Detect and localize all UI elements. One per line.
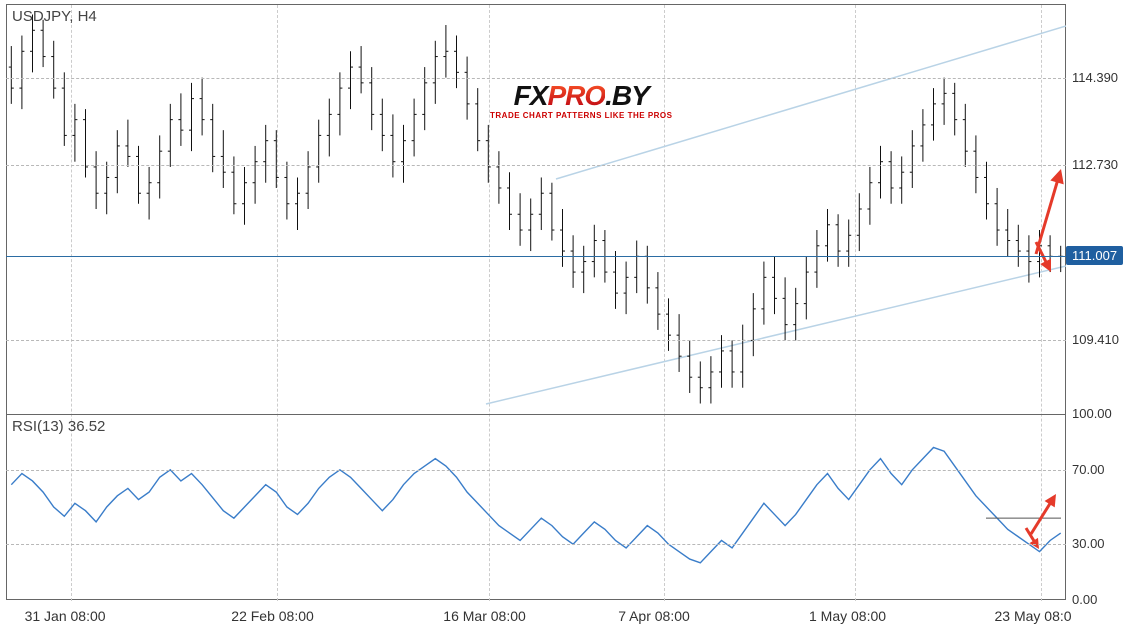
rsi-panel: RSI(13) 36.52 (6, 414, 1066, 600)
price-panel: USDJPY, H4 (6, 4, 1066, 414)
rsi-title: RSI(13) 36.52 (12, 418, 105, 435)
current-price-line (6, 256, 1066, 257)
x-tick-label: 7 Apr 08:00 (618, 608, 690, 624)
price-y-label: 109.410 (1072, 332, 1119, 347)
logo-fx: FX (514, 80, 548, 111)
price-chart-svg (6, 4, 1066, 414)
watermark-logo: FXPRO.BY TRADE CHART PATTERNS LIKE THE P… (490, 82, 672, 120)
current-price-tag: 111.007 (1066, 246, 1123, 265)
logo-tagline: TRADE CHART PATTERNS LIKE THE PROS (490, 112, 672, 120)
rsi-y-label: 30.00 (1072, 536, 1105, 551)
rsi-y-label: 70.00 (1072, 462, 1105, 477)
rsi-chart-svg (6, 414, 1066, 600)
logo-pro: PRO (547, 80, 605, 111)
logo-dot: . (605, 80, 612, 111)
logo-by: BY (612, 80, 649, 111)
price-title: USDJPY, H4 (12, 8, 97, 25)
price-y-label: 114.390 (1072, 70, 1118, 85)
x-tick-label: 31 Jan 08:00 (25, 608, 106, 624)
x-tick-label: 23 May 08:0 (995, 608, 1072, 624)
rsi-y-label: 0.00 (1072, 592, 1097, 607)
x-tick-label: 16 Mar 08:00 (443, 608, 526, 624)
price-y-label: 112.730 (1072, 157, 1118, 172)
x-tick-label: 22 Feb 08:00 (231, 608, 314, 624)
x-tick-label: 1 May 08:00 (809, 608, 886, 624)
rsi-y-label: 100.00 (1072, 406, 1112, 421)
